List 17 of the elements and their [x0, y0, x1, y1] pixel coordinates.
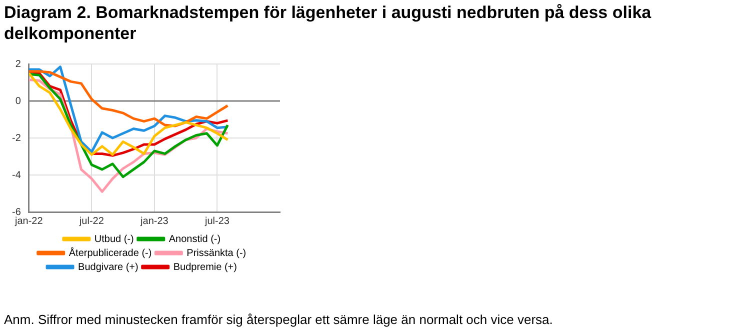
- x-tick-label: jul-22: [78, 216, 104, 227]
- legend-label: Prissänkta (-): [186, 248, 246, 259]
- text: Diagram 2. Bomarknadstempen för lägenheter i augusti nedbruten på dess olika delkomponenter: [4, 2, 652, 44]
- legend-label: Återpublicerade (-): [68, 246, 152, 259]
- y-tick-label: 2: [15, 58, 22, 70]
- legend-label: Budpremie (+): [173, 262, 237, 273]
- legend-label: Anonstid (-): [168, 234, 221, 245]
- text: Anm. Siffror med minustecken framför sig återspeglar ett sämre läge än normalt och vice versa.: [4, 312, 553, 327]
- legend-label: Budgivare (+): [78, 262, 138, 273]
- y-tick-label: -2: [12, 132, 22, 144]
- legend-label: Utbud (-): [94, 234, 134, 245]
- y-tick-label: 0: [15, 96, 22, 107]
- y-tick-label: -4: [12, 170, 22, 181]
- x-tick-label: jan-23: [140, 216, 169, 227]
- y-tick-label: -6: [12, 206, 22, 218]
- x-tick-label: jan-22: [14, 216, 44, 227]
- x-tick-label: jul-23: [204, 216, 230, 227]
